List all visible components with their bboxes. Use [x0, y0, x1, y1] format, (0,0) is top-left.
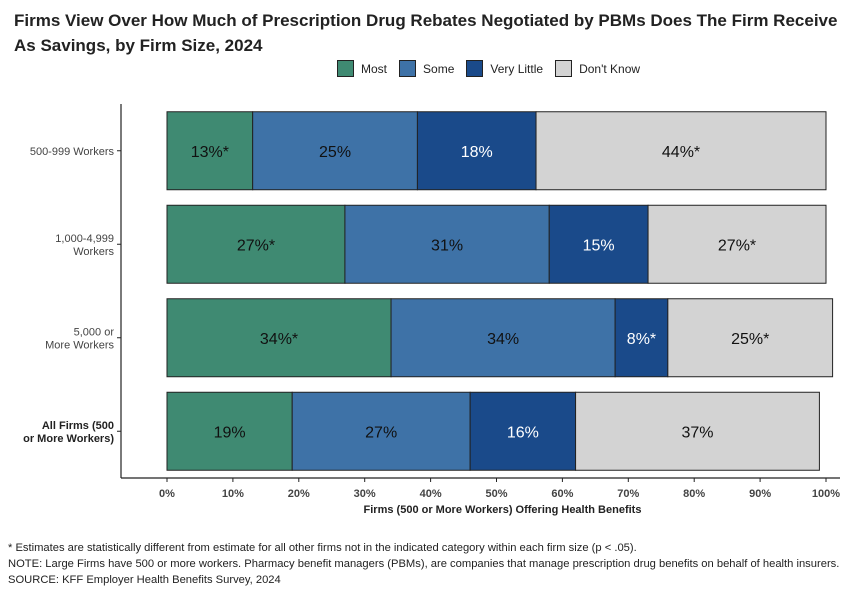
- bar-segment: [166, 204, 346, 284]
- footnote-source: SOURCE: KFF Employer Health Benefits Sur…: [8, 574, 281, 586]
- data-label: 27%*: [718, 237, 756, 254]
- legend-label-dont-know: Don't Know: [579, 61, 641, 76]
- x-tick-label: 100%: [812, 488, 840, 500]
- bar-segment: [535, 111, 827, 191]
- legend-label-most: Most: [361, 61, 388, 76]
- data-label: 44%*: [662, 144, 700, 161]
- data-label: 16%: [507, 424, 539, 441]
- footnote-significance: * Estimates are statistically different …: [8, 542, 637, 554]
- x-tick-label: 10%: [222, 488, 244, 500]
- data-label: 34%*: [260, 331, 298, 348]
- data-label: 13%*: [191, 144, 229, 161]
- bar-segment: [166, 298, 392, 378]
- x-axis-title: Firms (500 or More Workers) Offering Hea…: [364, 504, 642, 516]
- chart-legend: Most Some Very Little Don't Know: [337, 60, 652, 77]
- chart-title: Firms View Over How Much of Prescription…: [14, 11, 838, 55]
- category-label: or More Workers): [23, 433, 114, 445]
- legend-item-most: Most: [337, 60, 387, 77]
- bar-segment: [291, 391, 471, 471]
- category-label: 1,000-4,999: [55, 233, 114, 245]
- legend-label-some: Some: [423, 61, 455, 76]
- legend-swatch-some: [399, 60, 417, 77]
- category-label: All Firms (500: [42, 420, 114, 432]
- bar-segment: [575, 391, 820, 471]
- category-label: 5,000 or: [74, 326, 115, 338]
- bar-segment: [469, 391, 577, 471]
- bar-segment: [390, 298, 616, 378]
- x-tick-label: 40%: [420, 488, 442, 500]
- bar-segment: [548, 204, 649, 284]
- x-tick-label: 70%: [617, 488, 639, 500]
- legend-item-very-little: Very Little: [466, 60, 543, 77]
- data-label: 27%*: [237, 237, 275, 254]
- bar-segment: [667, 298, 834, 378]
- bar-segment: [416, 111, 537, 191]
- x-tick-label: 50%: [485, 488, 507, 500]
- data-label: 27%: [365, 424, 397, 441]
- data-label: 15%: [583, 237, 615, 254]
- x-tick-label: 30%: [354, 488, 376, 500]
- bar-segment: [252, 111, 418, 191]
- data-label: 18%: [461, 144, 493, 161]
- data-label: 31%: [431, 237, 463, 254]
- legend-item-some: Some: [399, 60, 454, 77]
- x-tick-label: 20%: [288, 488, 310, 500]
- bar-segment: [614, 298, 669, 378]
- bar-segment: [647, 204, 827, 284]
- legend-swatch-most: [337, 60, 354, 77]
- stacked-bar-chart: 13%* 25% 18% 44%* 500-999 Workers 27%* 31% 15% 2…: [23, 104, 840, 516]
- category-label: Workers: [73, 246, 114, 258]
- legend-item-dont-know: Don't Know: [555, 60, 640, 77]
- data-label: 37%: [681, 424, 713, 441]
- data-label: 25%: [319, 144, 351, 161]
- x-tick-label: 0%: [159, 488, 175, 500]
- x-tick-label: 80%: [683, 488, 705, 500]
- footnotes: * Estimates are statistically different …: [8, 540, 848, 588]
- legend-swatch-dont-know: [555, 60, 573, 77]
- category-label: 500-999 Workers: [30, 146, 115, 158]
- footnote-note: NOTE: Large Firms have 500 or more worke…: [8, 558, 840, 570]
- x-tick-label: 90%: [749, 488, 771, 500]
- legend-label-very-little: Very Little: [490, 61, 544, 76]
- data-label: 19%: [214, 424, 246, 441]
- category-label: More Workers: [45, 339, 114, 351]
- bar-segment: [166, 111, 254, 191]
- data-label: 8%*: [627, 331, 656, 348]
- legend-swatch-very-little: [466, 60, 484, 77]
- x-tick-label: 60%: [551, 488, 573, 500]
- data-label: 25%*: [731, 331, 769, 348]
- bar-segment: [166, 391, 293, 471]
- bar-segment: [344, 204, 550, 284]
- data-label: 34%: [487, 331, 519, 348]
